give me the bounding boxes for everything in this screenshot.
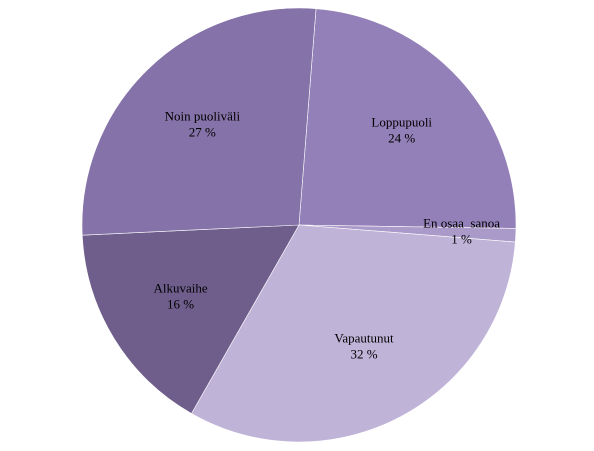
slice-value-label: 24 % bbox=[388, 131, 415, 146]
slice-label: Vapautunut bbox=[334, 331, 394, 346]
pie-slice bbox=[191, 224, 516, 443]
pie-slice bbox=[81, 7, 317, 236]
pie-slice bbox=[81, 224, 300, 414]
slice-label: Loppupuoli bbox=[371, 115, 432, 130]
pie-slice bbox=[298, 8, 517, 229]
slice-value-label: 27 % bbox=[189, 124, 216, 139]
slice-label: Noin puoliväli bbox=[165, 108, 241, 123]
slice-label: Alkuvaihe bbox=[154, 281, 208, 296]
slice-value-label: 1 % bbox=[451, 232, 472, 247]
slice-value-label: 16 % bbox=[167, 297, 194, 312]
slice-label: En osaa sanoa bbox=[423, 216, 500, 231]
slice-value-label: 32 % bbox=[350, 347, 377, 362]
